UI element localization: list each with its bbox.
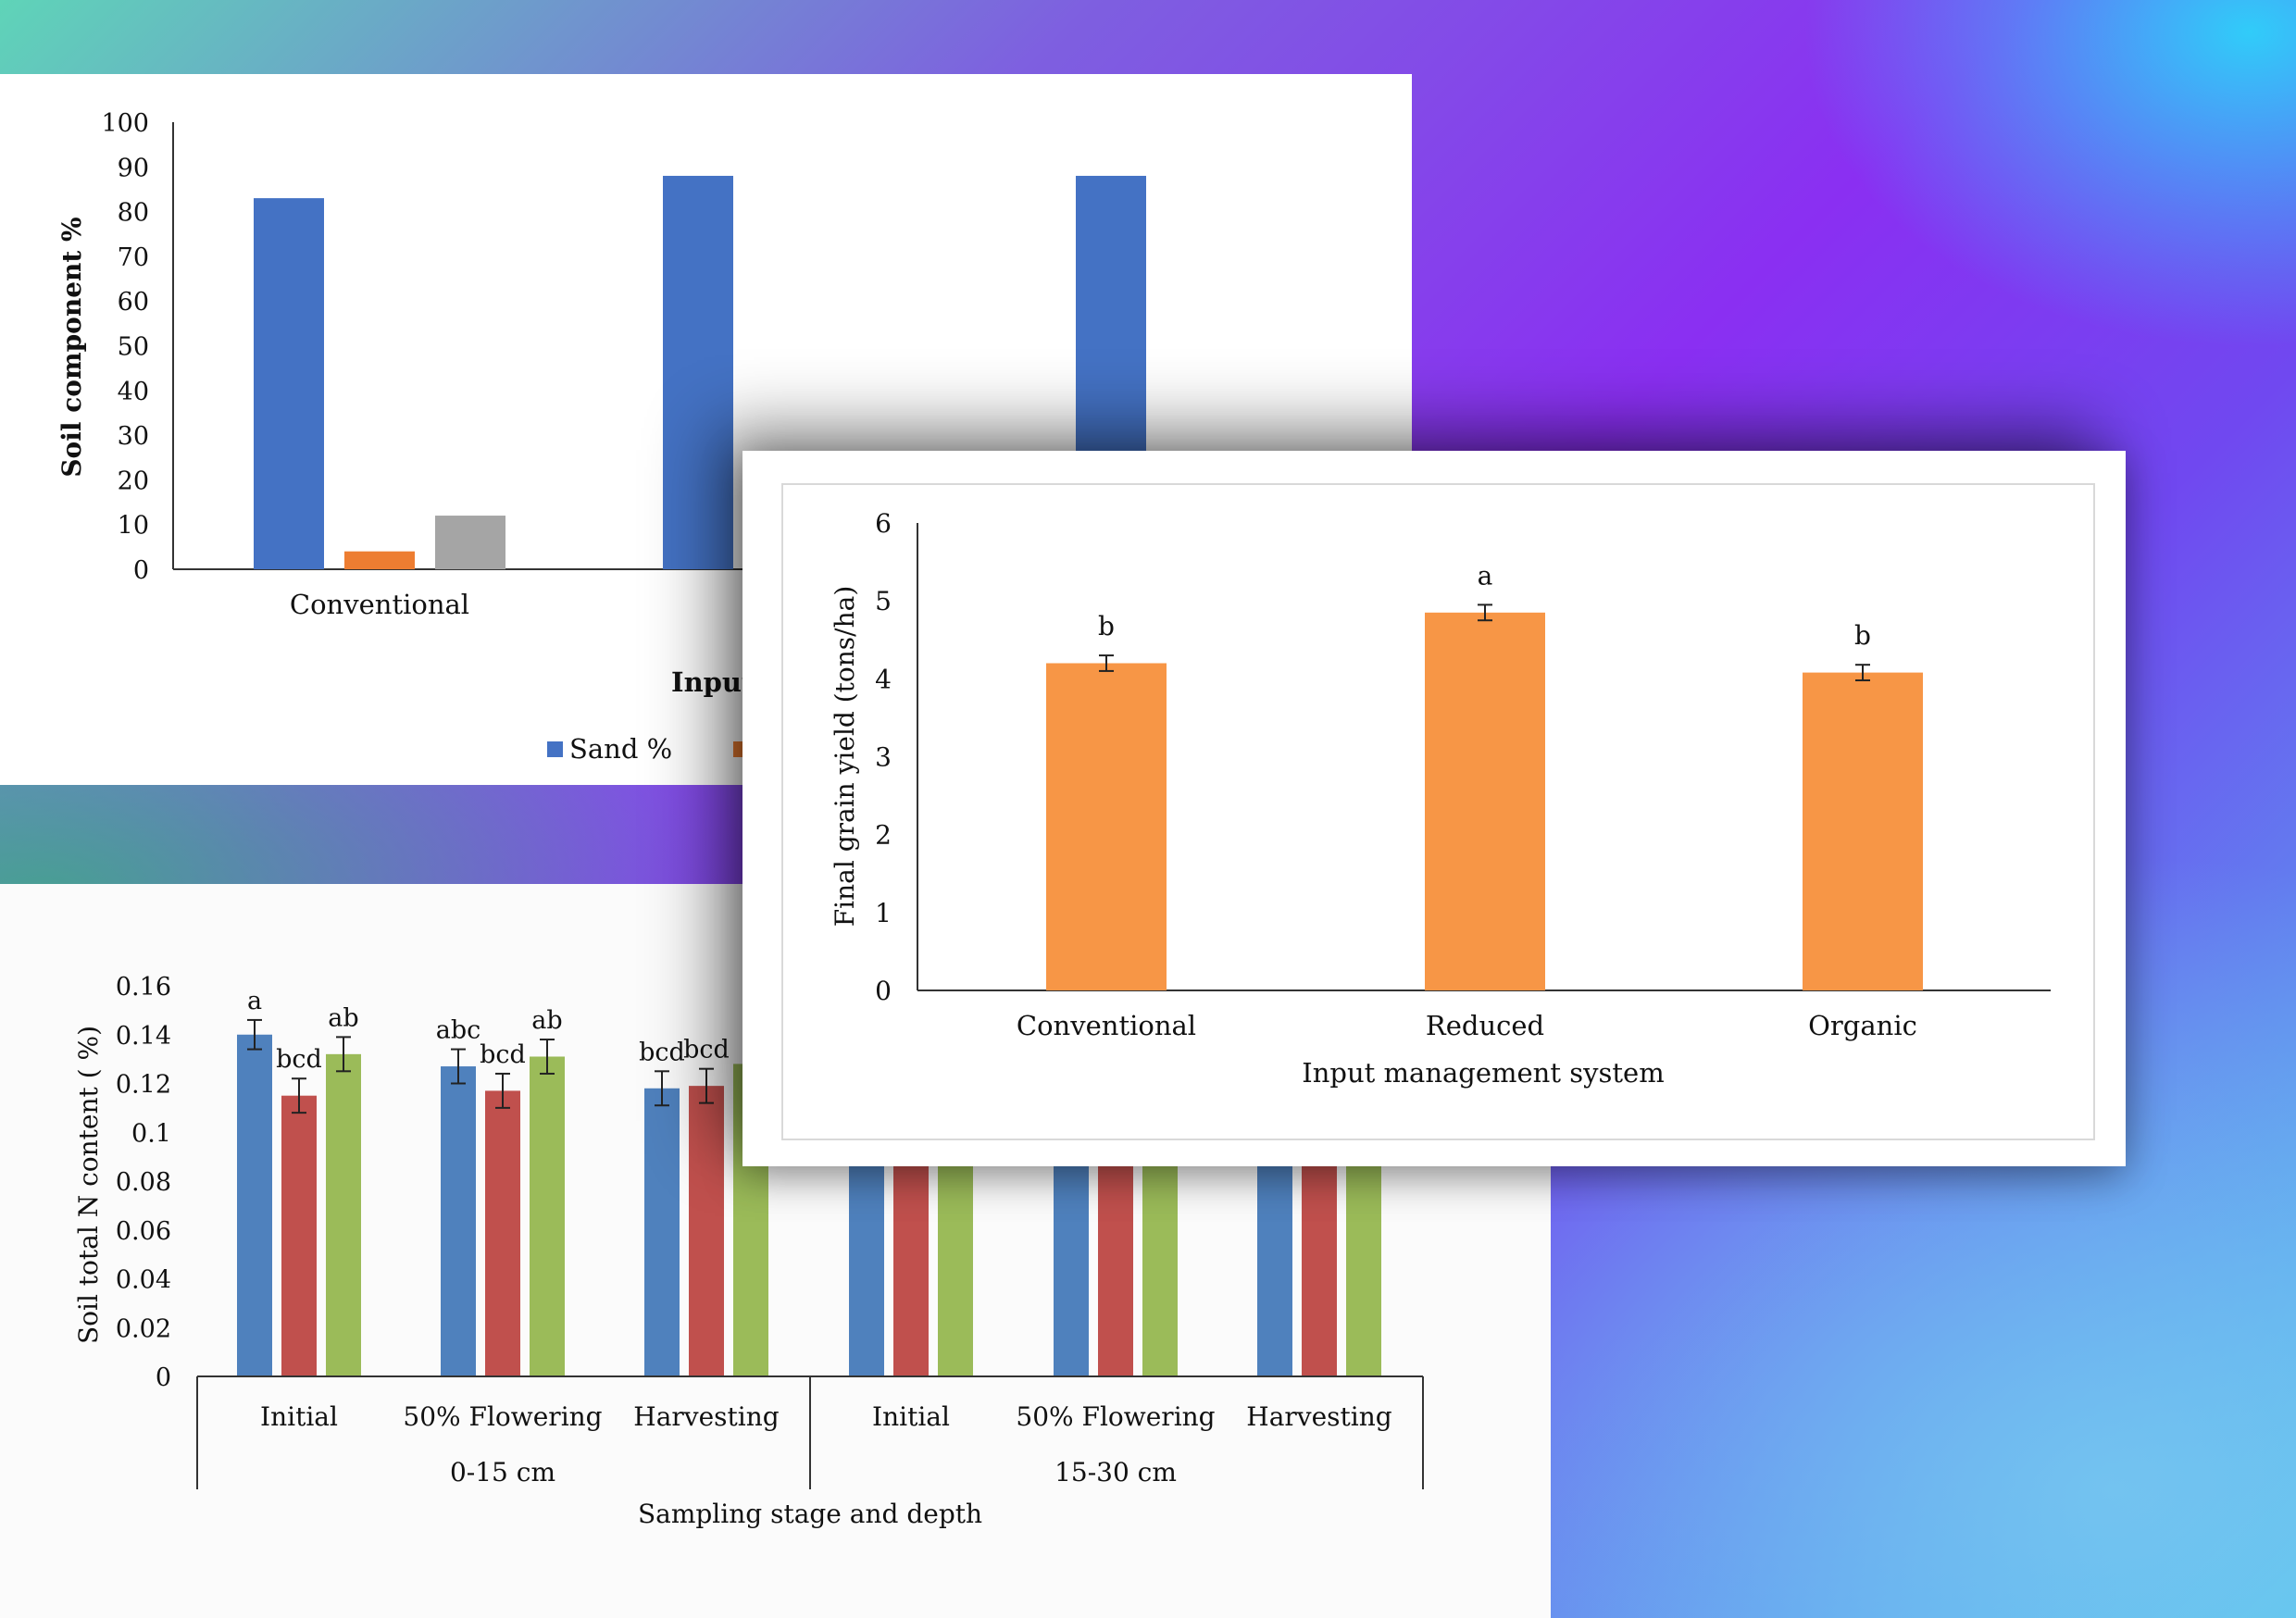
group-label: 0-15 cm	[450, 1457, 555, 1487]
bar	[485, 1090, 520, 1376]
y-tick-label: 0.02	[116, 1314, 171, 1343]
significance-letter: ab	[328, 1003, 358, 1032]
bar	[237, 1034, 272, 1376]
x-tick-label: Conventional	[290, 589, 469, 620]
y-tick-label: 0.08	[116, 1168, 171, 1197]
y-tick-label: 0.06	[116, 1217, 171, 1246]
y-tick-label: 80	[118, 199, 149, 228]
y-tick-label: 50	[118, 333, 149, 362]
bar	[1046, 663, 1167, 990]
x-tick-label: Initial	[260, 1401, 338, 1432]
significance-letter: a	[1478, 560, 1493, 591]
bar	[644, 1088, 680, 1376]
y-tick-label: 40	[118, 378, 149, 406]
y-tick-label: 4	[875, 664, 892, 694]
significance-letter: ab	[531, 1006, 562, 1035]
y-axis-title: Soil component %	[56, 217, 87, 477]
y-tick-label: 0.16	[116, 973, 171, 1002]
y-tick-label: 0	[133, 556, 149, 585]
y-tick-label: 20	[118, 467, 149, 495]
y-tick-label: 0	[875, 976, 892, 1006]
significance-letter: bcd	[683, 1036, 730, 1064]
y-tick-label: 1	[875, 898, 892, 928]
significance-letter: b	[1854, 620, 1871, 651]
x-tick-label: Harvesting	[1246, 1401, 1391, 1432]
y-axis-title: Soil total N content ( %)	[73, 1026, 104, 1344]
significance-letter: bcd	[276, 1045, 322, 1074]
grain-yield-chart: 0 1 2 3 4 5 6 Final grain yield (tons/ha) b Conve…	[830, 508, 2051, 1089]
bar	[344, 551, 415, 569]
y-tick-label: 0.12	[116, 1071, 171, 1100]
y-tick-label: 0.1	[131, 1119, 171, 1148]
bar	[689, 1086, 724, 1376]
x-tick-label: Harvesting	[633, 1401, 779, 1432]
significance-letter: bcd	[639, 1038, 685, 1066]
y-tick-label: 0.14	[116, 1022, 171, 1051]
legend-label-sand: Sand %	[569, 733, 672, 765]
bar	[435, 516, 505, 569]
x-tick-label: Initial	[872, 1401, 950, 1432]
y-tick-label: 3	[875, 742, 892, 773]
significance-letter: bcd	[480, 1040, 526, 1069]
significance-letter: b	[1098, 611, 1115, 641]
y-tick-label: 70	[118, 243, 149, 272]
legend-swatch-sand	[547, 741, 563, 757]
y-tick-label: 0	[156, 1363, 171, 1392]
y-tick-label: 100	[101, 109, 149, 138]
bar	[1425, 612, 1545, 990]
significance-letter: a	[247, 987, 262, 1015]
x-tick-label: 50% Flowering	[403, 1401, 602, 1432]
y-tick-label: 2	[875, 820, 892, 851]
bar	[663, 175, 733, 569]
bar	[254, 198, 324, 570]
bar	[441, 1066, 476, 1376]
bar	[326, 1053, 361, 1376]
chart-frame	[781, 483, 2095, 1140]
x-axis-title: Sampling stage and depth	[638, 1499, 982, 1529]
x-tick-label: Organic	[1808, 1010, 1917, 1041]
y-tick-label: 5	[875, 586, 892, 616]
y-tick-label: 60	[118, 288, 149, 317]
x-axis-title: Input management system	[1302, 1057, 1664, 1089]
x-tick-label: Reduced	[1426, 1010, 1544, 1041]
grain-yield-chart-panel: 0 1 2 3 4 5 6 Final grain yield (tons/ha) b Conve…	[742, 451, 2126, 1166]
y-tick-label: 90	[118, 154, 149, 182]
x-axis-title: Input	[671, 666, 755, 698]
x-tick-label: Conventional	[1017, 1010, 1196, 1041]
bar	[1803, 672, 1923, 990]
y-tick-label: 0.04	[116, 1266, 171, 1295]
x-tick-label: 50% Flowering	[1016, 1401, 1215, 1432]
significance-letter: abc	[436, 1016, 481, 1045]
y-tick-label: 30	[118, 422, 149, 451]
bar	[530, 1056, 565, 1376]
y-axis-title: Final grain yield (tons/ha)	[830, 586, 860, 927]
bar	[281, 1095, 317, 1376]
y-tick-label: 6	[875, 508, 892, 539]
y-tick-label: 10	[118, 512, 149, 541]
group-label: 15-30 cm	[1054, 1457, 1177, 1487]
